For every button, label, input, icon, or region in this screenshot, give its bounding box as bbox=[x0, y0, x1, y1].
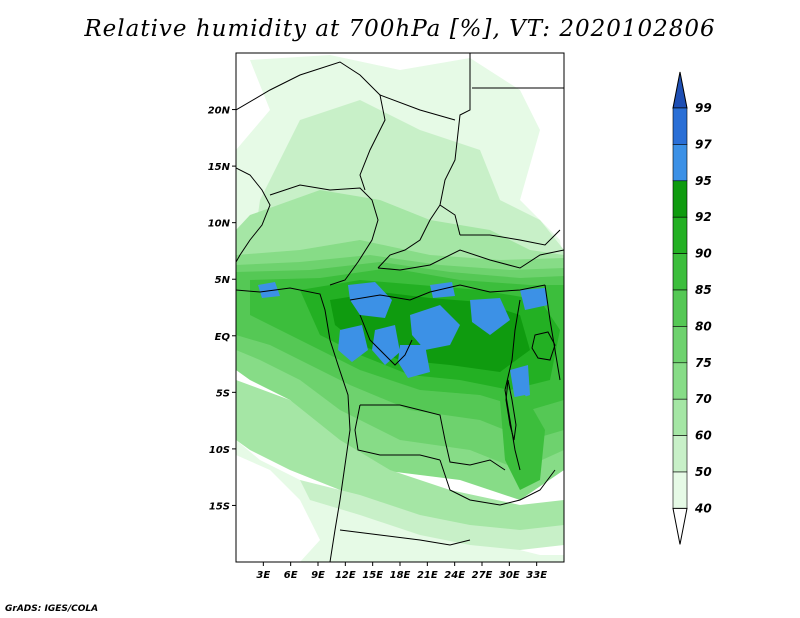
border-car-north bbox=[377, 249, 564, 271]
colorbar-level-label: 80 bbox=[695, 319, 712, 333]
colorbar-segment bbox=[672, 398, 688, 436]
colorbar-segment bbox=[672, 180, 688, 218]
lake-victoria bbox=[531, 331, 556, 361]
field-50-60-south bbox=[300, 480, 564, 550]
map-title: Relative humidity at 700hPa [%], VT: 202… bbox=[84, 16, 716, 42]
x-tick-label: 15E bbox=[362, 570, 383, 581]
x-tick-label: 12E bbox=[335, 570, 356, 581]
coastline-west bbox=[236, 167, 271, 263]
border-angola bbox=[354, 404, 441, 461]
colorbar-segment bbox=[672, 289, 688, 327]
colorbar-segment bbox=[672, 107, 688, 145]
colorbar-segment bbox=[672, 216, 688, 254]
border-namibia bbox=[339, 529, 471, 546]
coastline-gulf bbox=[236, 287, 351, 562]
y-tick-label: 5S bbox=[216, 388, 230, 399]
field-95-97-e bbox=[470, 298, 510, 335]
x-tick-label: 9E bbox=[311, 570, 325, 581]
colorbar-level-label: 85 bbox=[695, 283, 712, 297]
colorbar-level-label: 50 bbox=[695, 465, 712, 479]
colorbar-level-label: 75 bbox=[695, 356, 712, 370]
colorbar-segment bbox=[672, 253, 688, 291]
border-chad-sudan bbox=[377, 204, 441, 269]
colorbar-level-label: 95 bbox=[695, 174, 712, 188]
field-dry-southwest bbox=[236, 455, 320, 562]
border-sahara-2 bbox=[439, 53, 471, 236]
x-tick-label: 24E bbox=[444, 570, 465, 581]
colorbar-level-label: 97 bbox=[695, 137, 712, 151]
colorbar-bottom-arrow bbox=[672, 507, 688, 545]
field-85-90-rift bbox=[500, 395, 545, 490]
x-tick-label: 21E bbox=[417, 570, 438, 581]
x-tick-label: 30E bbox=[499, 570, 520, 581]
field-95-97-h bbox=[520, 288, 548, 310]
colorbar-level-label: 99 bbox=[695, 101, 712, 115]
colorbar-level-label: 90 bbox=[695, 247, 712, 261]
border-sahara-1 bbox=[236, 61, 386, 191]
x-tick-label: 6E bbox=[284, 570, 298, 581]
border-drc-south bbox=[360, 404, 506, 471]
y-tick-label: 15S bbox=[209, 501, 230, 512]
colorbar-level-label: 92 bbox=[695, 210, 712, 224]
x-tick-label: 18E bbox=[390, 570, 411, 581]
colorbar-segment bbox=[672, 362, 688, 400]
y-tick-label: 15N bbox=[208, 162, 231, 173]
field-95-97-a bbox=[348, 282, 392, 318]
country-borders bbox=[236, 53, 564, 562]
field-95-97-c bbox=[338, 325, 368, 362]
colorbar-segment bbox=[672, 471, 688, 509]
field-60-70-south bbox=[236, 380, 564, 545]
x-tick-label: 3E bbox=[256, 570, 270, 581]
border-zambia bbox=[439, 459, 556, 506]
colorbar-level-label: 60 bbox=[695, 429, 712, 443]
border-libya-chad bbox=[379, 94, 456, 121]
y-tick-label: 10S bbox=[209, 445, 230, 456]
y-axis: 20N 15N 10N 5N EQ 5S 10S 15S bbox=[208, 106, 236, 512]
colorbar-segment bbox=[672, 435, 688, 473]
colorbar-top-arrow bbox=[672, 71, 688, 109]
y-tick-label: 20N bbox=[208, 106, 231, 117]
border-drc-east bbox=[504, 299, 521, 471]
x-tick-label: 27E bbox=[472, 570, 493, 581]
field-95-97-b bbox=[410, 305, 460, 350]
field-95-97-i bbox=[510, 365, 530, 400]
border-east-africa bbox=[544, 284, 561, 381]
y-tick-label: EQ bbox=[215, 332, 231, 343]
border-sudan-south bbox=[460, 229, 561, 246]
x-tick-label: 33E bbox=[526, 570, 547, 581]
lake-tanganyika bbox=[505, 379, 517, 441]
colorbar-level-label: 40 bbox=[694, 501, 712, 515]
x-axis: 3E 6E 9E 12E 15E 18E 21E 24E 27E 30E 33E bbox=[256, 562, 547, 581]
colorbar: 99 97 95 92 90 85 80 75 70 60 50 40 bbox=[672, 71, 712, 545]
y-tick-label: 10N bbox=[208, 219, 231, 230]
colorbar-segment bbox=[672, 144, 688, 182]
colorbar-level-label: 70 bbox=[695, 392, 712, 406]
field-95-97-d bbox=[372, 325, 400, 365]
field-95-97-g bbox=[258, 282, 280, 298]
field-40-50-south bbox=[236, 440, 564, 562]
colorbar-segment bbox=[672, 326, 688, 364]
field-95-97-j bbox=[430, 282, 455, 298]
grads-credit: GrADS: IGES/COLA bbox=[5, 604, 99, 614]
y-tick-label: 5N bbox=[215, 275, 231, 286]
border-niger-nigeria bbox=[269, 184, 379, 286]
border-congo-drc bbox=[359, 314, 413, 366]
border-car-south bbox=[349, 284, 546, 301]
humidity-field bbox=[236, 53, 564, 562]
